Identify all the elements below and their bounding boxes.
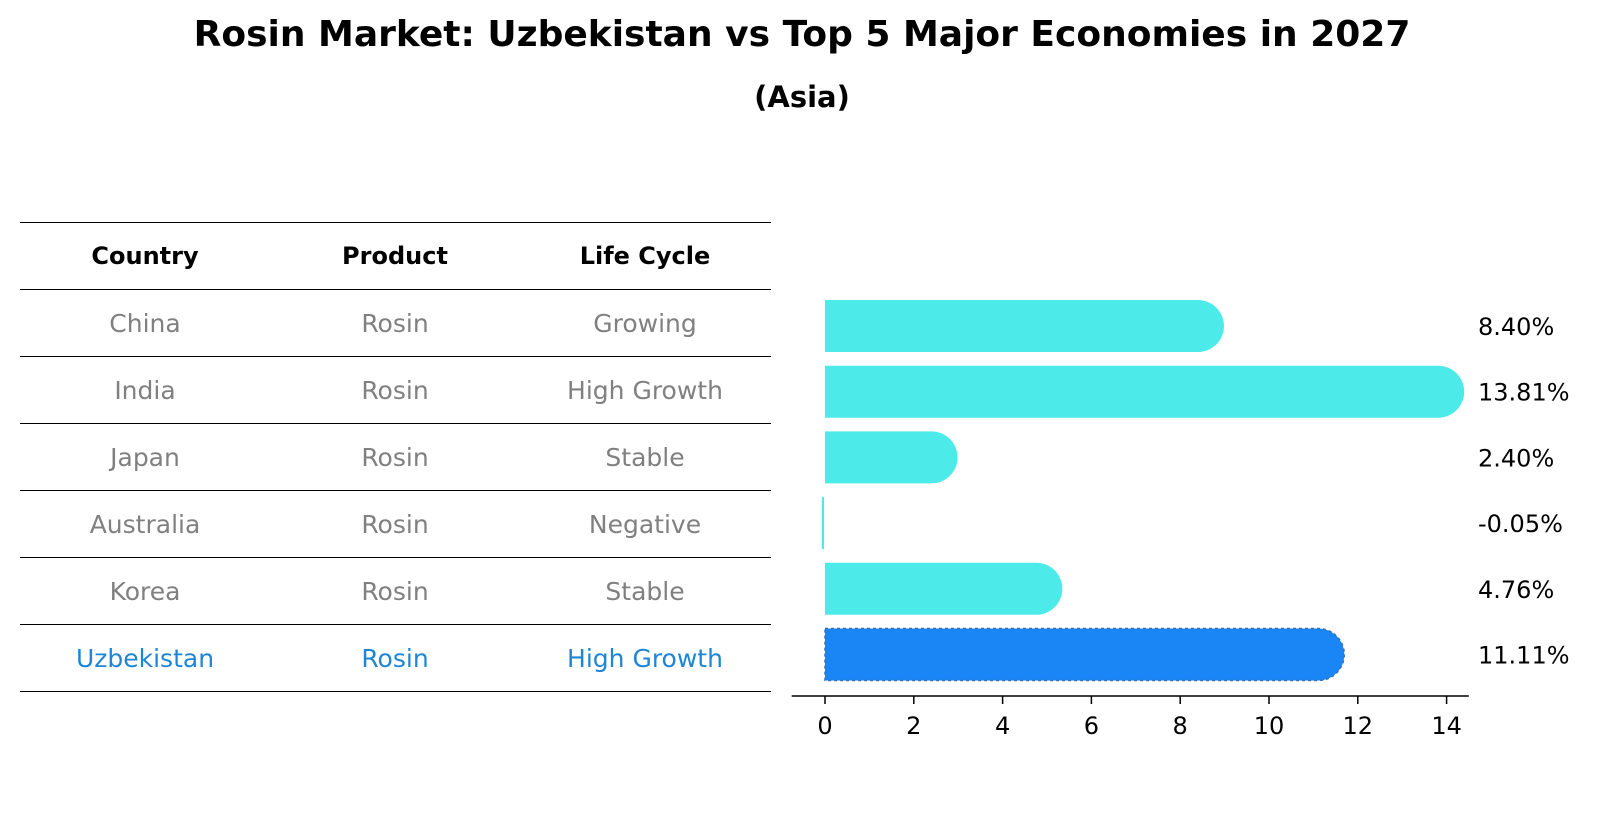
x-tick-label: 12	[1343, 712, 1374, 740]
bar	[825, 431, 958, 484]
cell-life-cycle: Negative	[588, 509, 702, 539]
x-tick-label: 8	[1173, 712, 1188, 740]
cell-country: China	[109, 308, 181, 338]
cell-country: Korea	[109, 576, 181, 606]
x-tick-label: 6	[1084, 712, 1099, 740]
cell-life-cycle: Growing	[593, 308, 697, 338]
bar-value-label: 8.40%	[1478, 313, 1554, 341]
bar-highlight-outline	[824, 627, 1346, 682]
bar	[825, 562, 1063, 615]
cell-product: Rosin	[361, 375, 429, 405]
bar-value-label: 4.76%	[1478, 576, 1554, 604]
cell-life-cycle: High Growth	[567, 375, 723, 405]
chart-title: Rosin Market: Uzbekistan vs Top 5 Major …	[193, 14, 1411, 55]
cell-life-cycle: Stable	[605, 442, 685, 472]
x-tick-label: 4	[995, 712, 1010, 740]
header-country: Country	[91, 242, 199, 270]
table-row: India Rosin High Growth	[20, 357, 771, 424]
table-row: Korea Rosin Stable	[20, 558, 771, 625]
bar	[821, 497, 824, 550]
cell-country: India	[114, 375, 176, 405]
bar-value-label: 2.40%	[1478, 444, 1554, 472]
bar	[825, 365, 1465, 418]
cell-product: Rosin	[361, 576, 429, 606]
bar	[825, 628, 1345, 681]
header-product: Product	[342, 242, 448, 270]
x-tick-label: 14	[1431, 712, 1462, 740]
cell-life-cycle: Stable	[605, 576, 685, 606]
country-table: Country Product Life Cycle China Rosin G…	[20, 222, 771, 692]
cell-country: Japan	[110, 442, 180, 472]
table-row-highlighted: Uzbekistan Rosin High Growth	[20, 625, 771, 692]
bar-value-label: -0.05%	[1478, 510, 1563, 538]
bar	[825, 300, 1224, 352]
cell-product: Rosin	[361, 442, 429, 472]
cell-country: Australia	[89, 509, 201, 539]
x-tick-label: 10	[1254, 712, 1285, 740]
table-header-row: Country Product Life Cycle	[20, 222, 771, 290]
header-life-cycle: Life Cycle	[579, 242, 711, 270]
cell-product: Rosin	[361, 308, 429, 338]
cell-life-cycle: High Growth	[567, 643, 723, 673]
table-row: China Rosin Growing	[20, 290, 771, 357]
x-tick-label: 0	[817, 712, 832, 740]
table-row: Japan Rosin Stable	[20, 424, 771, 491]
bar-value-label: 13.81%	[1478, 379, 1570, 407]
cell-product: Rosin	[361, 643, 429, 673]
cell-country: Uzbekistan	[75, 643, 215, 673]
x-tick-label: 2	[906, 712, 921, 740]
table-row: Australia Rosin Negative	[20, 491, 771, 558]
chart-subtitle: (Asia)	[754, 80, 850, 114]
cell-product: Rosin	[361, 509, 429, 539]
bar-value-label: 11.11%	[1478, 642, 1570, 670]
